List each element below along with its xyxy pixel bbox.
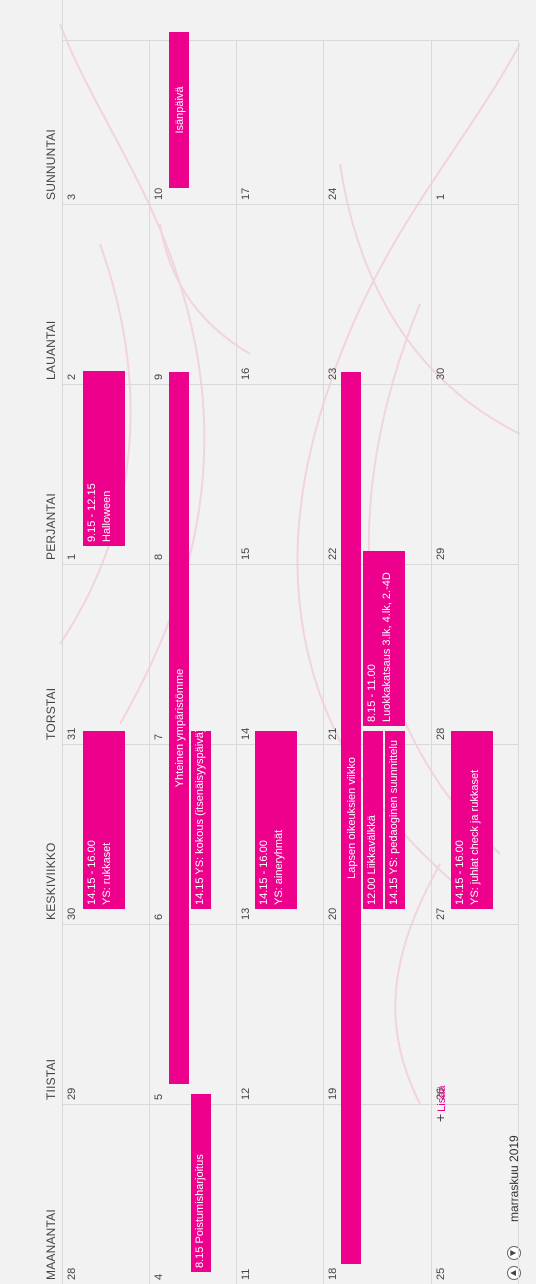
day-number: 2: [66, 373, 78, 380]
day-number: 30: [66, 907, 78, 920]
day-number: 28: [66, 1267, 78, 1280]
day-cell[interactable]: 23: [324, 204, 432, 384]
day-number: 28: [435, 727, 447, 740]
weekday-header: KESKIVIIKKO: [44, 842, 58, 920]
calendar-event[interactable]: 12.00 Liikkavälkkä: [363, 731, 383, 909]
day-number: 9: [153, 373, 165, 380]
day-cell[interactable]: 30: [432, 204, 519, 384]
calendar-event[interactable]: 14.15 YS: pedaoginen suunnittelu: [385, 731, 405, 909]
day-cell[interactable]: 11: [237, 1104, 324, 1284]
day-cell[interactable]: 28: [432, 564, 519, 744]
day-number: 29: [66, 1087, 78, 1100]
weekday-header: PERJANTAI: [44, 493, 58, 560]
day-number: 7: [153, 733, 165, 740]
day-number: 5: [153, 1093, 165, 1100]
event-title: 8.15 Poistumisharjoitus: [194, 1154, 206, 1268]
day-cell[interactable]: 29: [63, 924, 150, 1104]
day-number: 29: [435, 547, 447, 560]
event-title: 12.00 Liikkavälkkä: [366, 815, 378, 905]
add-more-label: Lisää: [436, 1085, 448, 1112]
day-number: 14: [240, 727, 252, 740]
day-cell[interactable]: 25: [432, 1104, 519, 1284]
day-cell[interactable]: 31: [63, 564, 150, 744]
day-cell[interactable]: 24: [324, 40, 432, 204]
calendar-event[interactable]: 14.15 - 16.00 YS: juhlat check ja rukkas…: [451, 731, 493, 909]
event-time: 14.15 - 16.00: [86, 840, 98, 905]
day-cell[interactable]: 29: [432, 384, 519, 564]
day-number: 20: [327, 907, 339, 920]
day-number: 19: [327, 1087, 339, 1100]
day-number: 1: [66, 553, 78, 560]
weekday-header: SUNNUNTAI: [44, 129, 58, 200]
calendar-event[interactable]: 8.15 Poistumisharjoitus: [191, 1094, 211, 1272]
day-cell[interactable]: 15: [237, 384, 324, 564]
day-cell[interactable]: 1: [432, 40, 519, 204]
day-number: 11: [240, 1268, 252, 1280]
day-cell[interactable]: 2: [63, 204, 150, 384]
day-number: 12: [240, 1087, 252, 1100]
day-number: 3: [66, 193, 78, 200]
day-number: 1: [435, 193, 447, 200]
day-cell[interactable]: 3: [63, 40, 150, 204]
day-cell[interactable]: 26: [432, 924, 519, 1104]
calendar-event[interactable]: 14.15 - 16.00 YS: rukkaset: [83, 731, 125, 909]
day-number: 30: [435, 367, 447, 380]
day-cell[interactable]: 14: [237, 564, 324, 744]
day-number: 17: [240, 187, 252, 200]
multi-day-event[interactable]: Yhteinen ympäristömme: [169, 372, 189, 1084]
day-cell[interactable]: 9: [150, 204, 237, 384]
day-number: 23: [327, 367, 339, 380]
day-cell[interactable]: 12: [237, 924, 324, 1104]
day-number: 25: [435, 1267, 447, 1280]
day-number: 27: [435, 907, 447, 920]
day-number: 18: [327, 1267, 339, 1280]
multi-day-event[interactable]: Lapsen oikeuksien viikko: [341, 372, 361, 1264]
calendar-event[interactable]: 14.15 YS: kokous (itsenäisyyspäivä): [191, 731, 211, 909]
day-number: 4: [153, 1273, 165, 1280]
day-number: 8: [153, 553, 165, 560]
calendar-event[interactable]: Isänpäivä: [169, 32, 189, 188]
day-number: 15: [240, 547, 252, 560]
day-cell[interactable]: 17: [237, 40, 324, 204]
day-number: 31: [66, 727, 78, 740]
event-title: Luokkakatsaus 3.lk, 4.lk, 2.-4D: [381, 572, 393, 722]
event-time: 9.15 - 12.15: [86, 483, 98, 542]
event-title: Lapsen oikeuksien viikko: [346, 757, 358, 879]
day-number: 22: [327, 547, 339, 560]
day-cell[interactable]: 8: [150, 384, 237, 564]
event-title: YS: rukkaset: [101, 842, 113, 905]
event-time: 14.15 - 16.00: [258, 840, 270, 905]
day-number: 21: [327, 727, 339, 740]
day-cell[interactable]: 7: [150, 564, 237, 744]
day-number: 6: [153, 913, 165, 920]
event-title: 14.15 YS: pedaoginen suunnittelu: [388, 740, 400, 905]
event-title: Isänpäivä: [174, 86, 186, 134]
plus-icon: +: [432, 1113, 448, 1122]
calendar-grid: 28 29 30 31 1 2 3 4 5 6 7 8 9 10 11 12 1…: [62, 0, 519, 1284]
event-title: Yhteinen ympäristömme: [174, 668, 186, 788]
day-cell[interactable]: 10: [150, 40, 237, 204]
event-title: YS: juhlat check ja rukkaset: [469, 769, 481, 905]
day-number: 24: [327, 187, 339, 200]
calendar-event[interactable]: 8.15 - 11.00 Luokkakatsaus 3.lk, 4.lk, 2…: [363, 551, 405, 726]
add-more-link[interactable]: +Lisää: [432, 1086, 448, 1122]
calendar-event[interactable]: 9.15 - 12.15 Halloween: [83, 371, 125, 546]
weekday-header: TIISTAI: [44, 1058, 58, 1100]
day-number: 13: [240, 907, 252, 920]
event-title: Halloween: [101, 490, 113, 542]
day-cell[interactable]: 5: [150, 924, 237, 1104]
day-number: 16: [240, 367, 252, 380]
weekday-header: LAUANTAI: [44, 320, 58, 380]
weekday-header: TORSTAI: [44, 687, 58, 740]
event-title: 14.15 YS: kokous (itsenäisyyspäivä): [194, 731, 206, 905]
event-title: YS: aineryhmät: [273, 829, 285, 905]
event-time: 8.15 - 11.00: [366, 664, 378, 722]
day-cell[interactable]: 16: [237, 204, 324, 384]
day-cell[interactable]: 28: [63, 1104, 150, 1284]
weekday-header: MAANANTAI: [44, 1209, 58, 1280]
event-time: 14.15 - 16.00: [454, 840, 466, 905]
calendar-event[interactable]: 14.15 - 16.00 YS: aineryhmät: [255, 731, 297, 909]
day-number: 10: [153, 187, 165, 200]
